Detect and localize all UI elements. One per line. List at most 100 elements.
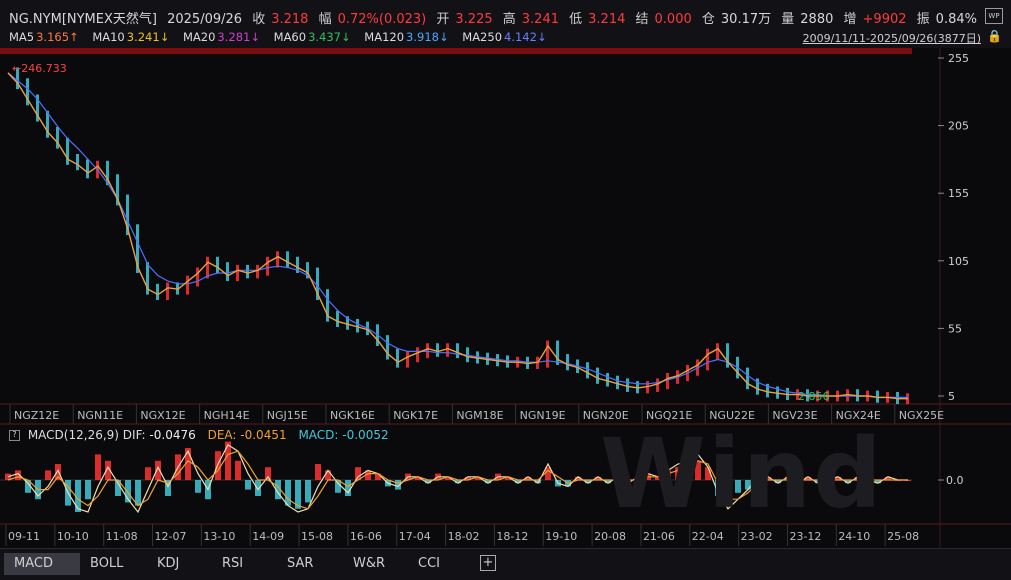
candle-bar	[26, 78, 29, 106]
contract-label: NGN11E	[77, 409, 123, 422]
dif-line	[7, 443, 908, 514]
candle-bar	[66, 137, 69, 165]
macd-legend: ? MACD(12,26,9) DIF: -0.0476 DEA: -0.045…	[9, 428, 389, 442]
date-label: 25-08	[887, 530, 919, 543]
date-label: 11-08	[106, 530, 138, 543]
macd-histogram-bar	[585, 480, 591, 484]
macd-histogram-bar	[145, 467, 151, 480]
candle-bar	[626, 378, 629, 392]
macd-histogram-bar	[505, 476, 511, 480]
macd-histogram-bar	[235, 460, 241, 480]
ma120-value: 3.918↓	[406, 30, 449, 44]
tab-cci[interactable]: CCI	[418, 556, 440, 571]
candle-bar	[196, 267, 199, 287]
top-strip	[0, 48, 912, 54]
candle-bar	[276, 251, 279, 268]
macd-histogram-bar	[515, 480, 521, 484]
candle-bar	[86, 159, 89, 179]
macd-histogram-bar	[695, 460, 701, 480]
macd-histogram-bar	[395, 480, 401, 490]
candle-bar	[416, 347, 419, 363]
macd-histogram-bar	[425, 480, 431, 484]
settle-label: 结	[635, 12, 649, 27]
macd-histogram-bar	[135, 480, 141, 506]
quote-header: NG.NYM[NYMEX天然气] 2025/09/26 收 3.218 幅 0.72…	[0, 0, 1011, 48]
dif-value: -0.0476	[149, 428, 196, 442]
macd-histogram-bar	[335, 480, 341, 493]
ma250-label: MA250	[462, 30, 503, 44]
wp-icon[interactable]: WP	[985, 8, 1003, 24]
macd-histogram-bar	[765, 476, 771, 480]
date-label: 10-10	[57, 530, 89, 543]
candle-bar	[246, 264, 249, 279]
macd-histogram-bar	[655, 476, 661, 480]
tab-rsi[interactable]: RSI	[222, 556, 244, 571]
candle-bar	[126, 194, 129, 236]
macd-histogram-bar	[165, 480, 171, 496]
candle-bar	[106, 160, 109, 186]
tab-boll[interactable]: BOLL	[90, 556, 124, 571]
macd-histogram-bar	[485, 480, 491, 484]
candle-bar	[756, 378, 759, 395]
macd-zero-label: 0.0	[946, 474, 964, 487]
candle-bar	[16, 67, 19, 90]
macd-histogram-bar	[245, 480, 251, 490]
candle-bar	[456, 343, 459, 359]
ma5-value: 3.165↑	[36, 30, 79, 44]
contract-label: NGN20E	[583, 409, 629, 422]
macd-histogram-bar	[445, 476, 451, 480]
date-range[interactable]: 2009/11/11-2025/09/26(3877日)	[802, 32, 981, 45]
y-tick-label: 155	[948, 187, 969, 200]
candle-bar	[566, 354, 569, 371]
date-label: 24-10	[838, 530, 870, 543]
candle-bar	[206, 256, 209, 279]
macd-histogram-bar	[185, 448, 191, 480]
contract-label: NGU22E	[709, 409, 755, 422]
macd-histogram-bar	[375, 473, 381, 480]
candle-bar	[406, 351, 409, 368]
dea-line	[7, 450, 908, 510]
candle-bar	[586, 362, 589, 379]
macd-histogram-bar	[15, 470, 21, 480]
tab-wr[interactable]: W&R	[353, 556, 386, 571]
macd-histogram-bar	[355, 467, 361, 480]
collapse-icon[interactable]: ?	[9, 430, 20, 441]
volume-label: 量	[781, 12, 795, 27]
macd-histogram-bar	[95, 454, 101, 480]
y-tick-label: 255	[948, 52, 969, 65]
date-label: 18-02	[448, 530, 480, 543]
candle-bar	[386, 335, 389, 360]
candle-bar	[226, 262, 229, 282]
close-label: 收	[252, 12, 266, 27]
candle-bar	[346, 316, 349, 330]
date-label: 15-08	[301, 530, 333, 543]
contract-label: NGH14E	[204, 409, 250, 422]
candle-bar	[256, 264, 259, 279]
macd-histogram-bar	[605, 480, 611, 484]
macd-histogram-bar	[725, 480, 731, 506]
candle-bar	[76, 153, 79, 171]
candle-bar	[666, 373, 669, 390]
tab-kdj[interactable]: KDJ	[157, 556, 180, 571]
settle-value: 0.000	[654, 12, 692, 27]
y-tick-label: 205	[948, 120, 969, 133]
contract-label: NGJ15E	[267, 409, 308, 422]
symbol-label[interactable]: NG.NYM[NYMEX天然气]	[9, 12, 157, 27]
contract-label: NGZ12E	[14, 409, 59, 422]
tab-macd[interactable]: MACD	[4, 553, 80, 575]
lock-icon[interactable]: 🔒	[987, 29, 1002, 43]
macd-histogram-bar	[285, 480, 291, 506]
candle-bar	[716, 343, 719, 360]
macd-histogram-bar	[45, 470, 51, 480]
oi-change-label: 增	[843, 12, 857, 27]
macd-histogram-bar	[255, 480, 261, 496]
ma10-label: MA10	[92, 30, 125, 44]
macd-histogram-bar	[295, 480, 301, 509]
date-label: 09-11	[8, 530, 40, 543]
macd-histogram-bar	[835, 476, 841, 480]
add-indicator-icon[interactable]: +	[480, 555, 496, 571]
contract-label: NGQ21E	[646, 409, 692, 422]
date-label: 14-09	[252, 530, 284, 543]
tab-sar[interactable]: SAR	[287, 556, 314, 571]
